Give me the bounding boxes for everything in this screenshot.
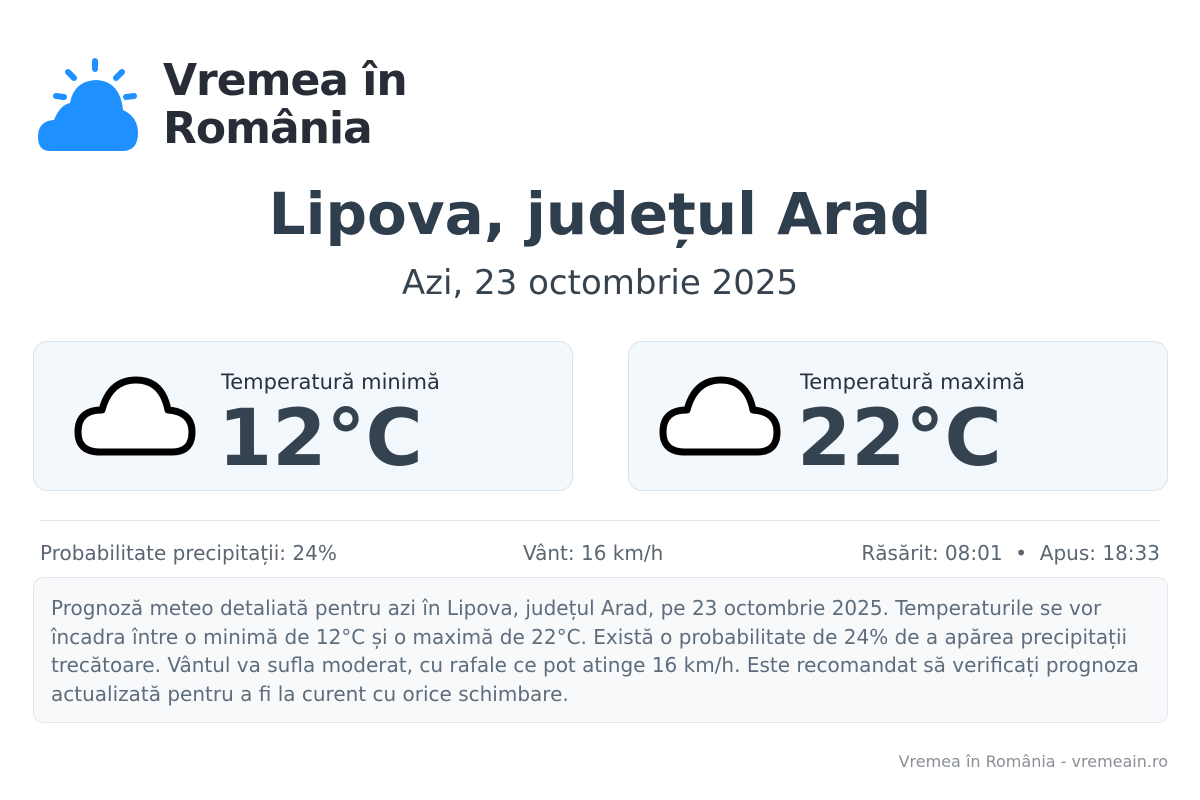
cloud-icon (74, 376, 196, 456)
divider (40, 520, 1160, 521)
page-subtitle-date: Azi, 23 octombrie 2025 (401, 263, 799, 303)
brand-name-line1: Vremea în (163, 55, 408, 106)
cloud-icon (659, 376, 781, 456)
brand-name: Vremea în România (163, 55, 408, 154)
forecast-description: Prognoză meteo detaliată pentru azi în L… (33, 577, 1168, 723)
page-title: Lipova, județul Arad (268, 180, 932, 248)
footer-credit: Vremea în România - vremeain.ro (898, 752, 1168, 771)
min-temperature-label: Temperatură minimă (221, 370, 440, 394)
min-temperature-card: Temperatură minimă 12°C (33, 341, 573, 491)
brand-logo[interactable]: Vremea în România (36, 55, 436, 155)
brand-name-line2: România (163, 103, 373, 154)
wind-stat: Vânt: 16 km/h (523, 541, 664, 565)
sun-cloud-icon (38, 58, 138, 151)
min-temperature-value: 12°C (218, 394, 423, 484)
max-temperature-card: Temperatură maximă 22°C (628, 341, 1168, 491)
max-temperature-label: Temperatură maximă (800, 370, 1026, 394)
sunrise-sunset-stat: Răsărit: 08:01 • Apus: 18:33 (861, 541, 1160, 565)
precipitation-stat: Probabilitate precipitații: 24% (40, 541, 337, 565)
max-temperature-value: 22°C (797, 394, 1002, 484)
